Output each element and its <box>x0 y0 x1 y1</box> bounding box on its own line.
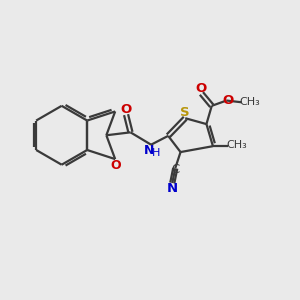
Text: O: O <box>195 82 206 95</box>
Text: O: O <box>223 94 234 107</box>
Text: N: N <box>167 182 178 195</box>
Text: H: H <box>152 148 160 158</box>
Text: CH₃: CH₃ <box>227 140 248 150</box>
Text: S: S <box>180 106 190 119</box>
Text: CH₃: CH₃ <box>240 97 260 107</box>
Text: O: O <box>110 159 121 172</box>
Text: N: N <box>143 144 154 157</box>
Text: C: C <box>172 163 180 176</box>
Text: O: O <box>120 103 132 116</box>
